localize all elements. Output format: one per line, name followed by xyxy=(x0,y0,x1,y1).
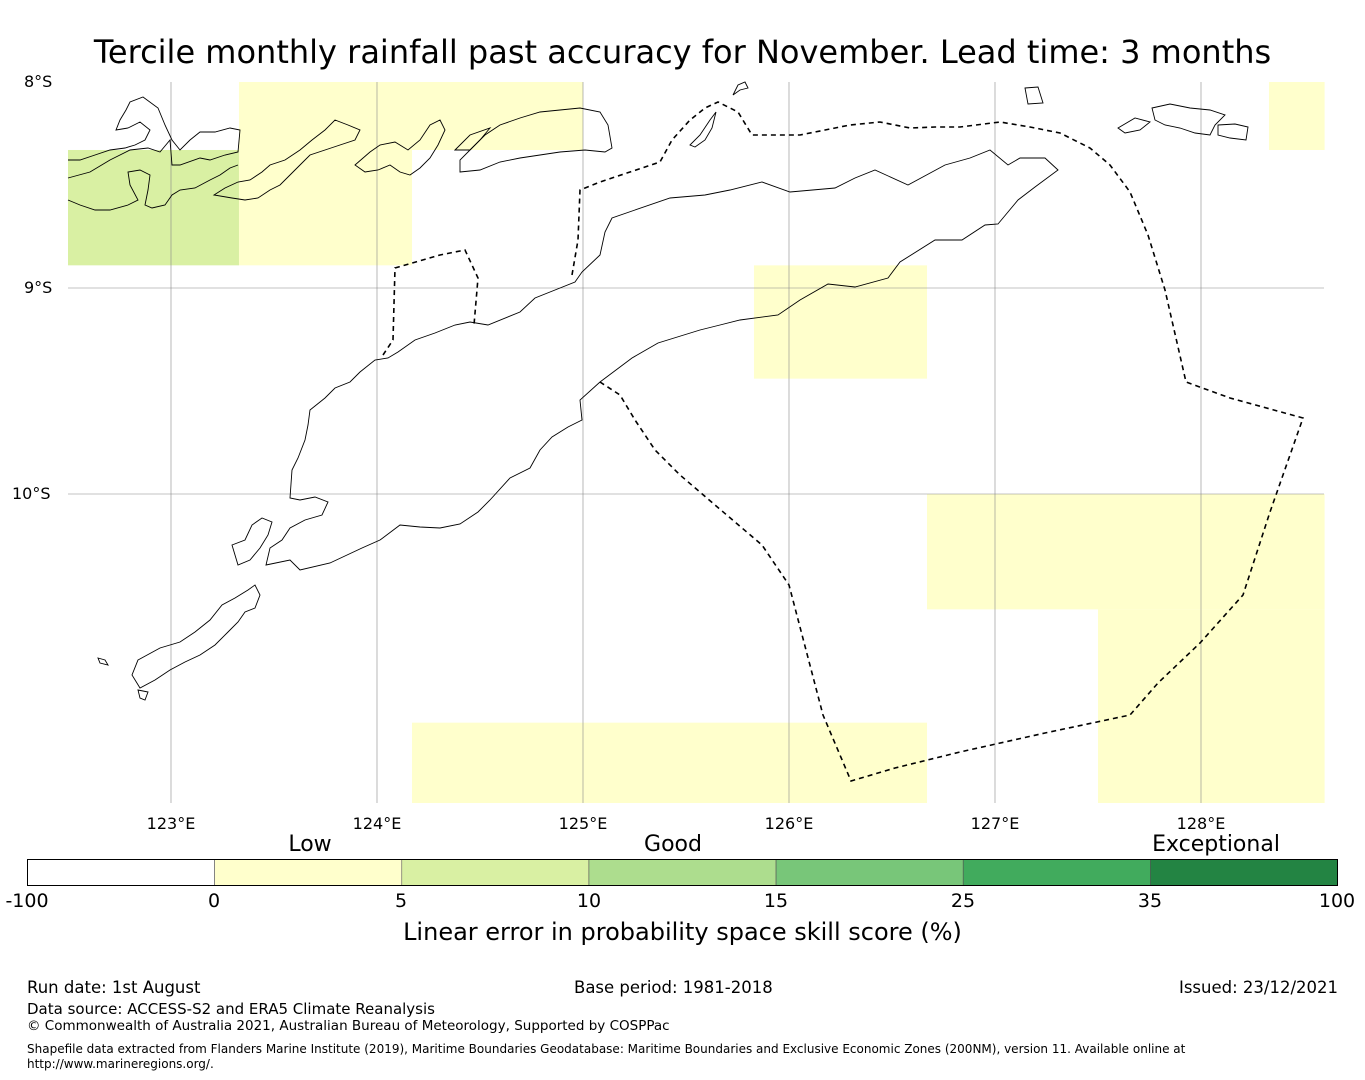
kisar-coastline xyxy=(453,127,492,151)
skill-cell xyxy=(238,149,413,266)
lon-label-125e: 125°E xyxy=(558,814,608,833)
lat-label-10s: 10°S xyxy=(12,484,51,503)
copyright: © Commonwealth of Australia 2021, Austra… xyxy=(27,1018,670,1034)
eez-boundary-main xyxy=(571,101,1305,782)
rote-coastline xyxy=(131,584,261,689)
colorbar-segment xyxy=(401,859,590,886)
island-ne-3 xyxy=(1151,103,1226,136)
colorbar-tick: 10 xyxy=(576,890,602,912)
island-ne-5 xyxy=(732,81,749,96)
lon-label-127e: 127°E xyxy=(970,814,1020,833)
data-source: Data source: ACCESS-S2 and ERA5 Climate … xyxy=(27,1000,435,1018)
coastlines-layer xyxy=(67,81,1249,701)
skill-cell xyxy=(753,265,928,379)
skill-cell xyxy=(238,82,584,150)
timor-coastline xyxy=(265,149,1059,571)
lon-label-126e: 126°E xyxy=(764,814,814,833)
lat-label-8s: 8°S xyxy=(24,72,53,91)
colorbar-tick: 15 xyxy=(763,890,789,912)
eez-boundary-oecusse xyxy=(382,249,479,356)
issued-date: Issued: 23/12/2021 xyxy=(1178,978,1338,997)
colorbar-segment xyxy=(962,859,1151,886)
colorbar-segment xyxy=(775,859,964,886)
colorbar-tick: 25 xyxy=(950,890,976,912)
colorbar-tick: -100 xyxy=(5,890,49,912)
alor-coastline xyxy=(212,119,361,201)
ndao-coastline xyxy=(137,689,149,701)
skill-cell xyxy=(927,494,1325,610)
eez-boundaries-layer xyxy=(382,101,1305,782)
shapefile-credit-line1: Shapefile data extracted from Flanders M… xyxy=(27,1042,1186,1056)
lat-label-9s: 9°S xyxy=(24,278,53,297)
flores-coastline xyxy=(67,96,241,179)
gridlines-layer xyxy=(68,82,1324,803)
colorbar-tick: 5 xyxy=(394,890,408,912)
colorbar-label: Linear error in probability space skill … xyxy=(403,918,962,946)
run-date: Run date: 1st August xyxy=(27,978,201,997)
atauro-coastline xyxy=(689,111,717,148)
island-ne-1 xyxy=(1024,86,1044,105)
colorbar-segment xyxy=(588,859,777,886)
colorbar-segment xyxy=(27,859,215,886)
lon-label-124e: 124°E xyxy=(352,814,402,833)
colorbar-tick: 100 xyxy=(1318,890,1356,912)
ndao-2-coastline xyxy=(97,657,109,666)
base-period: Base period: 1981-2018 xyxy=(574,978,773,997)
skill-cell xyxy=(412,722,928,803)
chart-title: Tercile monthly rainfall past accuracy f… xyxy=(93,33,1272,71)
colorbar-category-low: Low xyxy=(288,832,332,857)
pantar-coastline xyxy=(67,164,239,211)
skill-cell xyxy=(1268,82,1325,150)
wetar-coastline xyxy=(354,119,446,176)
colorbar-segment xyxy=(1150,859,1338,886)
lon-label-128e: 128°E xyxy=(1176,814,1226,833)
colorbar-category-good: Good xyxy=(644,832,702,857)
wetar-east-coastline xyxy=(459,107,613,173)
lon-label-123e: 123°E xyxy=(146,814,196,833)
skill-cell xyxy=(1098,609,1325,803)
island-ne-2 xyxy=(1117,117,1151,134)
colorbar xyxy=(27,859,1338,886)
colorbar-tick: 0 xyxy=(207,890,221,912)
colorbar-segment xyxy=(214,859,403,886)
skill-cells-layer xyxy=(68,82,1325,803)
shapefile-credit-line2: http://www.marineregions.org/. xyxy=(27,1057,214,1071)
colorbar-tick: 35 xyxy=(1137,890,1163,912)
colorbar-category-exceptional: Exceptional xyxy=(1152,832,1280,857)
semau-coastline xyxy=(231,517,273,566)
island-ne-4 xyxy=(1217,123,1249,141)
